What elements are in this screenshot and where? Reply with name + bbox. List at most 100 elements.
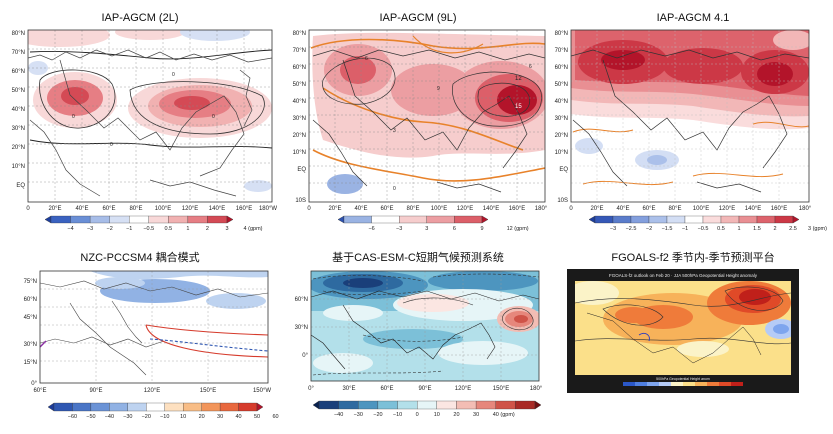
colorbar-tick: −1 xyxy=(682,226,688,232)
lon-tick: 60°E xyxy=(380,386,393,392)
lon-tick: 150°W xyxy=(253,388,271,394)
colorbar-tick: −3 xyxy=(87,226,93,232)
colorbar-tick: 0 xyxy=(416,412,419,418)
lon-tick: 120°E xyxy=(719,206,735,212)
panel-iap-agcm-9l: IAP-AGCM (9L) xyxy=(283,0,553,235)
lon-tick: 150°E xyxy=(493,386,509,392)
colorbar-tick: 40 xyxy=(235,414,241,420)
colorbar-tick: −2.5 xyxy=(626,226,637,232)
colorbar-swatch xyxy=(89,215,110,224)
colorbar-tick: −2 xyxy=(646,226,652,232)
colorbar-tick: −4 xyxy=(67,226,73,232)
colorbar-swatch xyxy=(684,215,704,224)
lon-tick: 60°E xyxy=(380,206,393,212)
lat-tick: 30°N xyxy=(12,126,25,132)
colorbar-tick: −1.5 xyxy=(662,226,673,232)
colorbar-swatch xyxy=(417,400,437,410)
lon-tick: 0° xyxy=(308,386,314,392)
colorbar-swatch xyxy=(397,400,418,410)
colorbar-tick: 2 xyxy=(206,226,209,232)
colorbar-swatch xyxy=(183,402,202,412)
lat-tick: EQ xyxy=(559,167,568,173)
lon-tick: 80°E xyxy=(668,206,681,212)
contour-label: 0 xyxy=(110,142,113,148)
colorbar-tick: −60 xyxy=(68,414,77,420)
colorbar-swatch xyxy=(515,400,536,410)
lat-tick: EQ xyxy=(16,183,25,189)
colorbar-tick: 1.5 xyxy=(753,226,761,232)
lat-tick: 60°N xyxy=(12,69,25,75)
colorbar-tick: −6 xyxy=(368,226,374,232)
lon-tick: 80°E xyxy=(129,206,142,212)
colorbar: −4 −3 −2 −1 −0.5 0.5 1 2 3 4 (gpm) xyxy=(44,215,263,232)
lat-tick: 0° xyxy=(31,381,37,387)
colorbar-tick: 20 xyxy=(199,414,205,420)
colorbar-swatch xyxy=(719,382,731,386)
colorbar-tick: −10 xyxy=(160,414,169,420)
colorbar-tick: 1 xyxy=(186,226,189,232)
contour-label: 6 xyxy=(529,64,532,70)
lon-tick: 60°E xyxy=(33,388,46,394)
colorbar-tick: −30 xyxy=(354,412,363,418)
map-iap-agcm-9l: 6 9 12 15 3 6 0 80°N 70°N 60°N 50°N 40°N… xyxy=(293,29,548,232)
lat-tick: 30°N xyxy=(24,342,37,348)
lat-tick: 50°N xyxy=(12,88,25,94)
colorbar-swatch xyxy=(683,382,695,386)
lat-tick: 30°N xyxy=(555,116,568,122)
colorbar-swatch xyxy=(702,215,722,224)
colorbar-tick: 0.5 xyxy=(717,226,725,232)
colorbar-tick: −0.5 xyxy=(143,226,154,232)
colorbar-swatch xyxy=(72,402,92,412)
colorbar-swatch xyxy=(738,215,758,224)
colorbar-swatch xyxy=(612,215,632,224)
lat-tick: 60°N xyxy=(24,297,37,303)
lon-tick: 40°E xyxy=(616,206,629,212)
lon-tick: 180° xyxy=(535,206,548,212)
lat-tick: 10°N xyxy=(555,150,568,156)
colorbar-swatch xyxy=(594,215,614,224)
colorbar-swatch xyxy=(731,382,743,386)
colorbar-extend-high xyxy=(481,215,489,224)
contour-label: 0 xyxy=(72,114,75,120)
lon-tick: 0 xyxy=(569,206,573,212)
panel-title: 基于CAS-ESM-C短期气候预测系统 xyxy=(332,252,504,264)
colorbar-swatch xyxy=(399,215,427,224)
lon-tick: 30°E xyxy=(342,386,355,392)
lon-tick: 90°E xyxy=(89,388,102,394)
colorbar-tick: 2.5 xyxy=(789,226,797,232)
colorbar-swatch xyxy=(109,402,128,412)
colorbar-tick: 60 (gpm) xyxy=(272,414,280,420)
colorbar: −3 −2.5 −2 −1.5 −1 −0.5 0.5 1 1.5 2 2.5 3 (gpm) xyxy=(588,215,827,232)
lat-tick: 70°N xyxy=(555,48,568,54)
map-iap-agcm-4-1: 80°N 70°N 60°N 50°N 40°N 30°N 20°N 10°N … xyxy=(555,29,827,232)
lat-tick: 10S xyxy=(557,198,568,204)
lon-tick: 80°E xyxy=(406,206,419,212)
lat-tick: 75°N xyxy=(24,279,37,285)
lat-tick: 10°N xyxy=(12,164,25,170)
lon-tick: 120°E xyxy=(455,386,471,392)
lat-tick: 20°N xyxy=(293,133,306,139)
lon-tick: 120°E xyxy=(182,206,198,212)
lat-tick: 45°N xyxy=(24,315,37,321)
colorbar-extend-low xyxy=(337,215,345,224)
lon-tick: 100°E xyxy=(431,206,447,212)
colorbar-swatch xyxy=(707,382,719,386)
panel-title: NZC-PCCSM4 耦合模式 xyxy=(80,252,200,264)
lon-tick: 120°E xyxy=(144,388,160,394)
colorbar-tick: 10 xyxy=(434,412,440,418)
colorbar-swatch xyxy=(647,382,659,386)
panel-cas-esm-c: 基于CAS-ESM-C短期气候预测系统 xyxy=(283,243,553,429)
colorbar-extend-low xyxy=(44,215,52,224)
colorbar-tick: 3 (gpm) xyxy=(808,226,827,232)
colorbar-swatch xyxy=(358,400,379,410)
colorbar-tick: −40 xyxy=(334,412,343,418)
lat-tick: 50°N xyxy=(293,82,306,88)
map-iap-agcm-2l: 0 0 0 0 80°N 70°N 60°N 50°N 40°N 30°N 20… xyxy=(12,29,277,232)
panel-title: IAP-AGCM 4.1 xyxy=(656,12,730,24)
lat-tick: 60°N xyxy=(293,65,306,71)
colorbar-tick: 3 xyxy=(225,226,228,232)
colorbar-tick: −3 xyxy=(610,226,616,232)
lat-tick: 30°N xyxy=(293,116,306,122)
lat-tick: 10°N xyxy=(293,150,306,156)
map-fgoals-f2: FGOALS-f2 outlook on Feb 20 · JJA 500hPa… xyxy=(567,269,799,393)
